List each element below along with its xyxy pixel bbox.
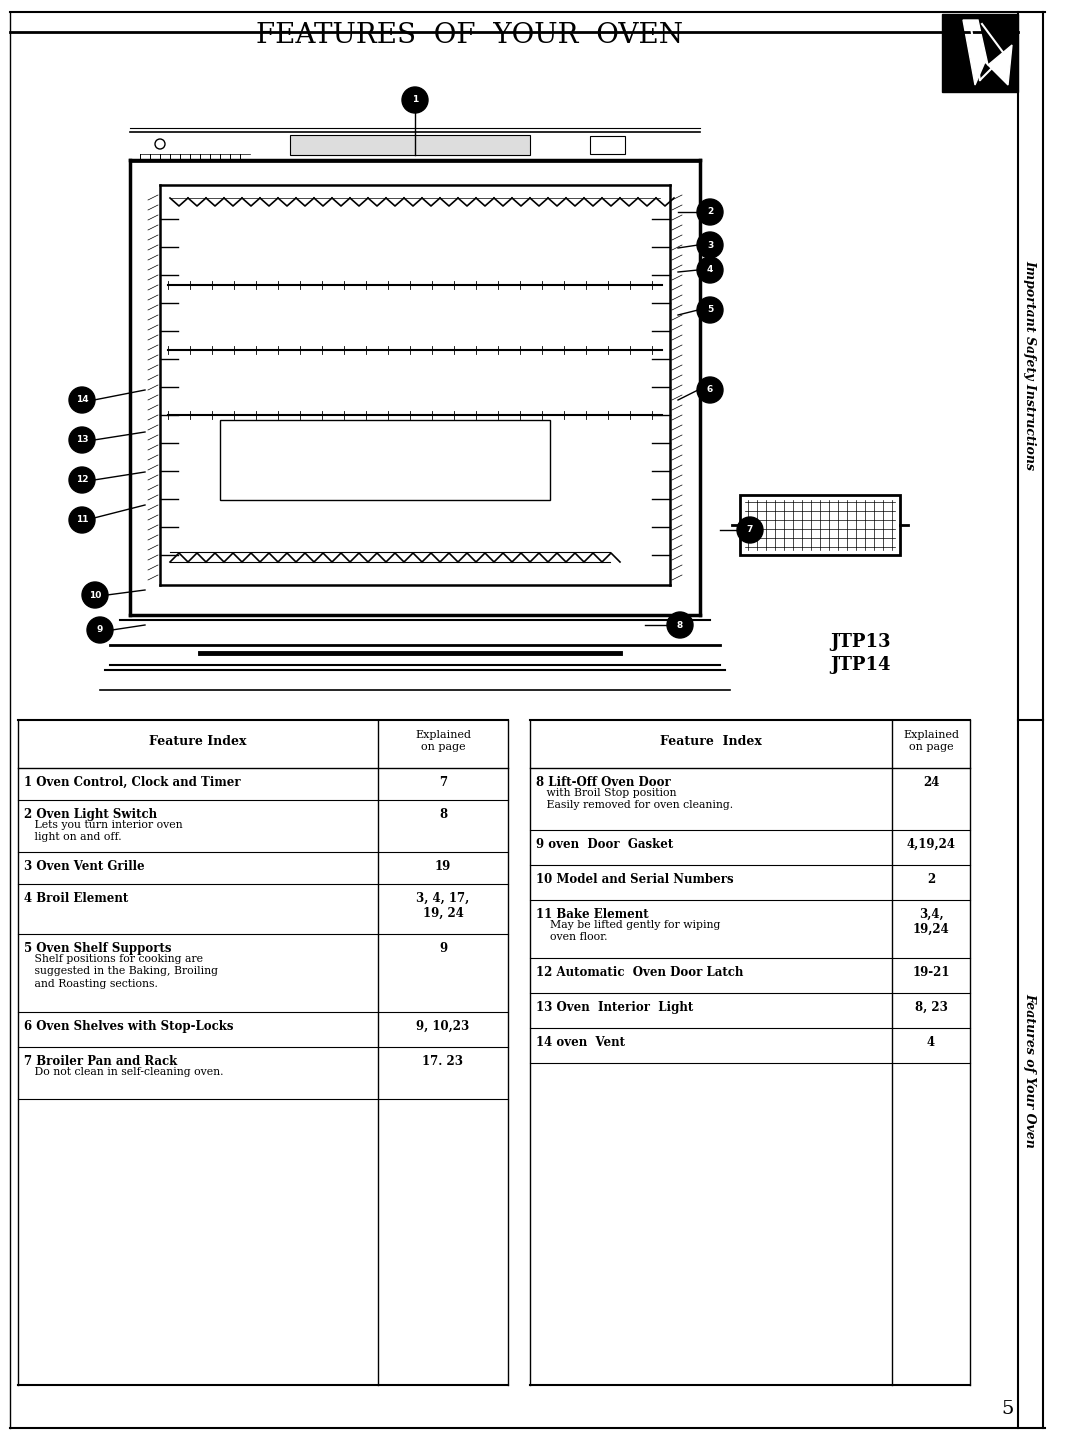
Circle shape <box>697 297 723 323</box>
FancyBboxPatch shape <box>740 495 900 554</box>
Text: 12 Automatic  Oven Door Latch: 12 Automatic Oven Door Latch <box>536 966 743 979</box>
FancyBboxPatch shape <box>590 135 625 154</box>
Circle shape <box>69 387 95 413</box>
Text: 2 Oven Light Switch: 2 Oven Light Switch <box>24 808 157 821</box>
Text: Do not clean in self-cleaning oven.: Do not clean in self-cleaning oven. <box>24 1067 224 1077</box>
Text: 4: 4 <box>927 1035 935 1048</box>
Text: 8: 8 <box>438 808 447 821</box>
Text: 13: 13 <box>76 435 89 445</box>
Circle shape <box>697 256 723 284</box>
Text: 3: 3 <box>707 240 713 249</box>
Text: 12: 12 <box>76 475 89 484</box>
Text: 14: 14 <box>76 396 89 405</box>
Text: 5: 5 <box>707 305 713 314</box>
Text: 2: 2 <box>707 207 713 216</box>
Text: 1 Oven Control, Clock and Timer: 1 Oven Control, Clock and Timer <box>24 776 241 789</box>
Text: JTP13: JTP13 <box>831 634 891 651</box>
Text: 9: 9 <box>438 942 447 955</box>
Text: 1: 1 <box>411 95 418 105</box>
Text: Explained
on page: Explained on page <box>903 730 959 752</box>
FancyBboxPatch shape <box>220 420 550 500</box>
Text: 9: 9 <box>97 625 104 635</box>
Circle shape <box>697 199 723 225</box>
FancyBboxPatch shape <box>942 14 1018 92</box>
Text: Lets you turn interior oven
   light on and off.: Lets you turn interior oven light on and… <box>24 819 183 842</box>
Text: with Broil Stop position
   Easily removed for oven cleaning.: with Broil Stop position Easily removed … <box>536 788 733 811</box>
Text: Important Safety Instructions: Important Safety Instructions <box>1024 261 1037 469</box>
Text: 3 Oven Vent Grille: 3 Oven Vent Grille <box>24 860 145 873</box>
Text: Explained
on page: Explained on page <box>415 730 471 752</box>
Text: 9, 10,23: 9, 10,23 <box>417 1020 470 1032</box>
Text: 6: 6 <box>707 386 713 395</box>
Text: 19-21: 19-21 <box>913 966 949 979</box>
Text: 7 Broiler Pan and Rack: 7 Broiler Pan and Rack <box>24 1056 177 1068</box>
Circle shape <box>156 140 165 148</box>
Text: 14 oven  Vent: 14 oven Vent <box>536 1035 625 1048</box>
Text: 10 Model and Serial Numbers: 10 Model and Serial Numbers <box>536 873 733 886</box>
Text: 8 Lift-Off Oven Door: 8 Lift-Off Oven Door <box>536 776 671 789</box>
Text: 6 Oven Shelves with Stop-Locks: 6 Oven Shelves with Stop-Locks <box>24 1020 233 1032</box>
Text: 17. 23: 17. 23 <box>422 1056 463 1068</box>
Text: 8: 8 <box>677 621 684 629</box>
Circle shape <box>402 86 428 112</box>
Text: 3, 4, 17,
19, 24: 3, 4, 17, 19, 24 <box>417 891 470 920</box>
Text: Feature  Index: Feature Index <box>660 734 761 747</box>
Circle shape <box>667 612 693 638</box>
Text: 4: 4 <box>706 265 713 275</box>
Text: Shelf positions for cooking are
   suggested in the Baking, Broiling
   and Roas: Shelf positions for cooking are suggeste… <box>24 953 218 989</box>
Text: 7: 7 <box>438 776 447 789</box>
FancyBboxPatch shape <box>291 135 530 156</box>
Text: 7: 7 <box>746 526 753 534</box>
Text: 11 Bake Element: 11 Bake Element <box>536 909 649 922</box>
Text: 13 Oven  Interior  Light: 13 Oven Interior Light <box>536 1001 693 1014</box>
Text: Feature Index: Feature Index <box>149 734 246 747</box>
Text: 24: 24 <box>922 776 940 789</box>
Circle shape <box>69 467 95 492</box>
Text: 5 Oven Shelf Supports: 5 Oven Shelf Supports <box>24 942 172 955</box>
Text: 4 Broil Element: 4 Broil Element <box>24 891 129 904</box>
Circle shape <box>697 377 723 403</box>
Circle shape <box>69 507 95 533</box>
Text: 2: 2 <box>927 873 935 886</box>
Text: 3,4,
19,24: 3,4, 19,24 <box>913 909 949 936</box>
Circle shape <box>697 232 723 258</box>
Circle shape <box>69 428 95 454</box>
Text: 19: 19 <box>435 860 451 873</box>
Text: JTP14: JTP14 <box>831 657 891 674</box>
Text: 5: 5 <box>1002 1400 1014 1418</box>
Circle shape <box>737 517 762 543</box>
Polygon shape <box>963 20 1012 85</box>
Circle shape <box>87 616 113 644</box>
Circle shape <box>82 582 108 608</box>
Text: FEATURES  OF  YOUR  OVEN: FEATURES OF YOUR OVEN <box>256 22 684 49</box>
Text: 4,19,24: 4,19,24 <box>906 838 956 851</box>
Text: 8, 23: 8, 23 <box>915 1001 947 1014</box>
Text: May be lifted gently for wiping
    oven floor.: May be lifted gently for wiping oven flo… <box>536 920 720 942</box>
Text: 10: 10 <box>89 590 102 599</box>
Text: 9 oven  Door  Gasket: 9 oven Door Gasket <box>536 838 673 851</box>
Text: Features of Your Oven: Features of Your Oven <box>1024 992 1037 1148</box>
Text: 11: 11 <box>76 516 89 524</box>
